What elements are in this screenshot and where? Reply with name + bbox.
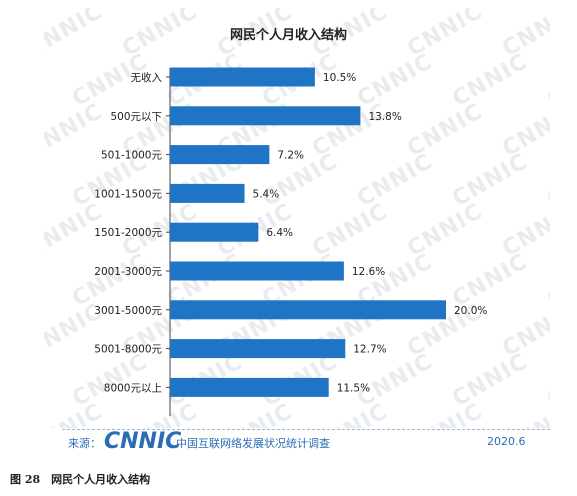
category-label: 3001-5000元 <box>94 305 162 317</box>
data-label: 12.6% <box>352 266 385 278</box>
category-label: 1501-2000元 <box>94 227 162 239</box>
data-label: 5.4% <box>253 188 280 200</box>
data-label: 6.4% <box>266 227 293 239</box>
bar <box>170 261 344 281</box>
bar <box>170 300 446 320</box>
bar <box>170 106 361 126</box>
data-label: 12.7% <box>353 344 386 356</box>
category-label: 5001-8000元 <box>94 344 162 356</box>
data-label: 20.0% <box>454 305 487 317</box>
source-date: 2020.6 <box>487 435 526 448</box>
data-label: 11.5% <box>337 382 370 394</box>
bar <box>170 67 315 87</box>
category-label: 500元以下 <box>110 111 162 123</box>
bar <box>170 222 259 242</box>
data-label: 10.5% <box>323 72 356 84</box>
bar <box>170 339 346 359</box>
cnnic-logo: CNNIC <box>104 429 182 454</box>
category-label: 无收入 <box>131 71 163 84</box>
footer-divider <box>62 429 550 430</box>
category-label: 1001-1500元 <box>94 188 162 200</box>
source-label: 来源： <box>68 437 101 450</box>
data-label: 7.2% <box>277 150 304 162</box>
source-organization: 中国互联网络发展状况统计调查 <box>176 437 330 450</box>
bar <box>170 377 329 397</box>
category-label: 501-1000元 <box>101 150 163 162</box>
bar <box>170 145 270 165</box>
category-label: 2001-3000元 <box>94 266 162 278</box>
chart-title: 网民个人月收入结构 <box>229 28 347 43</box>
category-label: 8000元以上 <box>104 382 162 394</box>
bar <box>170 183 245 203</box>
data-label: 13.8% <box>368 111 401 123</box>
figure-caption: 图 28 网民个人月收入结构 <box>10 473 151 486</box>
